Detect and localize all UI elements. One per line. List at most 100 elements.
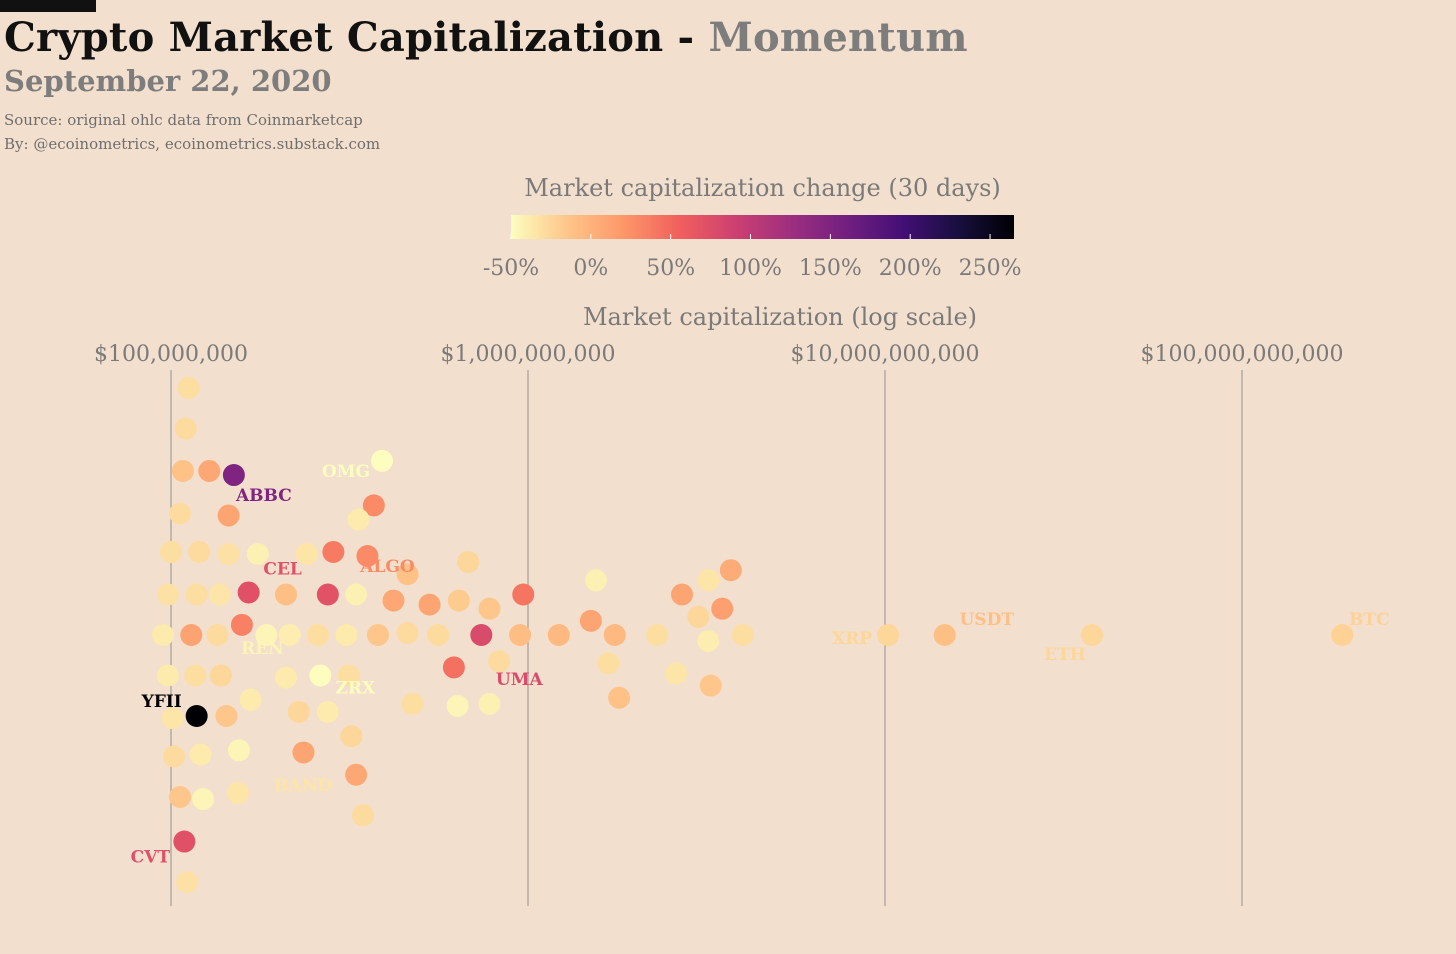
source-caption: Source: original ohlc data from Coinmark… (4, 111, 363, 129)
point-34 (670, 583, 693, 606)
point-usdt (933, 624, 956, 646)
point-71 (161, 707, 184, 730)
label-btc: BTC (1349, 610, 1390, 630)
point-13 (246, 543, 269, 565)
corner-bar (0, 0, 96, 12)
colorbar-tick-50: 50% (646, 256, 695, 281)
point-48 (427, 624, 450, 646)
point-7 (347, 508, 370, 531)
point-cel (237, 581, 260, 604)
label-usdt: USDT (959, 610, 1014, 630)
point-xrp (877, 624, 900, 646)
point-15 (322, 540, 345, 563)
point-ren (255, 624, 278, 646)
label-cvt: CVT (131, 848, 171, 868)
point-74 (239, 688, 262, 711)
x-tick-100-000-000: $100,000,000 (94, 342, 248, 367)
label-xrp: XRP (832, 629, 872, 649)
point-24 (208, 583, 231, 606)
point-50 (509, 624, 532, 646)
point-30 (418, 593, 441, 616)
point-29 (382, 589, 405, 612)
point-73 (215, 705, 238, 727)
point-cvt (173, 830, 196, 853)
point-83 (227, 739, 250, 762)
point-6 (362, 494, 385, 517)
colorbar-tick-0: 0% (573, 256, 608, 281)
point-69 (665, 662, 688, 685)
point-27 (316, 583, 339, 606)
point-10 (160, 540, 182, 563)
point-18 (396, 563, 419, 586)
point-90 (352, 804, 375, 827)
colorbar-gradient (511, 215, 1014, 239)
point-86 (345, 763, 368, 786)
point-67 (488, 650, 511, 673)
point-22 (156, 583, 179, 606)
point-36 (687, 605, 710, 628)
point-54 (697, 630, 720, 653)
point-23 (185, 583, 208, 606)
x-tick-100-000-000-000: $100,000,000,000 (1141, 342, 1344, 367)
point-81 (163, 745, 186, 768)
point-28 (345, 583, 368, 606)
colorbar-tick-50: -50% (483, 256, 539, 281)
point-26 (275, 583, 298, 606)
x-tick-1-000-000-000: $1,000,000,000 (441, 342, 616, 367)
label-uma: UMA (496, 670, 544, 690)
point-77 (401, 692, 424, 715)
label-zrx: ZRX (335, 679, 376, 699)
label-algo: ALGO (359, 557, 415, 577)
point-80 (608, 686, 631, 709)
point-60 (156, 664, 179, 687)
point-61 (184, 664, 207, 687)
point-35 (711, 597, 734, 620)
colorbar-tick-200: 200% (879, 256, 942, 281)
point-53 (646, 624, 669, 646)
point-46 (366, 624, 389, 646)
point-75 (287, 700, 310, 723)
point-66 (442, 656, 465, 679)
colorbar-title: Market capitalization change (30 days) (524, 174, 1001, 202)
point-8 (169, 502, 192, 525)
point-12 (217, 543, 240, 565)
label-abbc: ABBC (235, 486, 292, 506)
point-14 (295, 543, 318, 565)
point-37 (579, 609, 602, 632)
point-algo (356, 545, 379, 568)
point-41 (230, 613, 253, 636)
point-5 (371, 449, 394, 472)
point-84 (292, 741, 315, 764)
point-9 (217, 504, 240, 527)
point-abbc (222, 464, 245, 487)
point-52 (603, 624, 626, 646)
point-43 (278, 624, 301, 646)
point-21 (719, 559, 742, 582)
point-32 (478, 597, 501, 620)
point-38 (152, 624, 175, 646)
label-omg: OMG (322, 462, 370, 482)
point-45 (335, 624, 358, 646)
point-btc (1331, 624, 1354, 646)
point-65 (337, 664, 360, 687)
point-1 (174, 417, 197, 440)
point-11 (188, 540, 211, 563)
point-78 (446, 694, 469, 717)
point-eth (1080, 624, 1103, 646)
point-uma (470, 624, 493, 646)
point-19 (584, 569, 607, 592)
label-band: BAND (274, 776, 332, 796)
label-yfii: YFII (141, 692, 182, 712)
point-zrx (309, 664, 332, 687)
page-title: Crypto Market Capitalization - Momentum (4, 14, 968, 61)
point-76 (316, 700, 339, 723)
point-17 (457, 551, 480, 574)
point-47 (396, 621, 419, 644)
point-87 (169, 786, 192, 808)
point-39 (180, 624, 203, 646)
point-20 (697, 569, 720, 592)
point-44 (306, 624, 329, 646)
point-33 (512, 583, 535, 606)
point-70 (699, 674, 722, 697)
